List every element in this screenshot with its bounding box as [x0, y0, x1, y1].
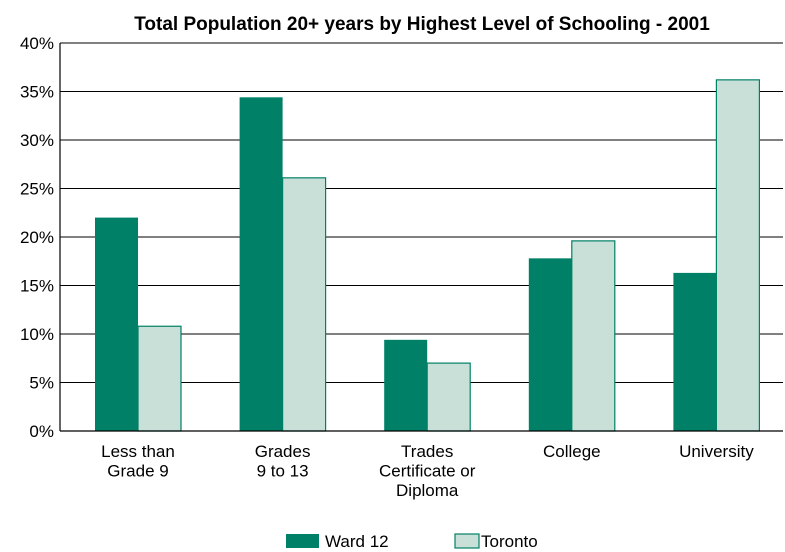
bars	[95, 79, 761, 432]
chart-title: Total Population 20+ years by Highest Le…	[134, 14, 710, 35]
legend-swatch	[454, 533, 480, 549]
legend: Ward 12 Toronto	[286, 532, 538, 551]
bar-ward-12	[673, 272, 717, 431]
x-category-label: Less than Grade 9	[101, 442, 175, 481]
legend-swatch	[286, 534, 319, 548]
y-tick-label: 35%	[20, 83, 54, 102]
y-tick-label: 25%	[20, 180, 54, 199]
y-tick-label: 5%	[29, 374, 54, 393]
y-axis-ticks: 0% 5% 10% 15% 20% 25% 30% 35% 40%	[20, 34, 54, 441]
axes	[59, 43, 783, 432]
legend-label: Toronto	[481, 532, 538, 551]
bar-ward-12	[528, 258, 572, 431]
bar-ward-12	[384, 339, 428, 431]
y-tick-label: 30%	[20, 131, 54, 150]
bar-ward-12	[95, 217, 138, 431]
y-tick-label: 40%	[20, 34, 54, 53]
bar-toronto	[571, 240, 616, 432]
y-tick-label: 15%	[20, 277, 54, 296]
x-category-label: Trades Certificate or Diploma	[379, 442, 476, 500]
x-category-label: Grades 9 to 13	[255, 442, 311, 481]
x-axis-categories: Less than Grade 9 Grades 9 to 13 Trades Certi…	[101, 442, 754, 500]
x-category-label: University	[679, 442, 754, 461]
bar-toronto	[282, 177, 327, 432]
y-tick-label: 10%	[20, 325, 54, 344]
y-tick-label: 0%	[29, 422, 54, 441]
bar-ward-12	[239, 97, 283, 431]
y-tick-label: 20%	[20, 228, 54, 247]
legend-label: Ward 12	[325, 532, 389, 551]
bar-toronto	[426, 362, 471, 432]
bar-toronto	[715, 79, 761, 432]
x-category-label: College	[543, 442, 601, 461]
bar-toronto	[137, 325, 182, 432]
